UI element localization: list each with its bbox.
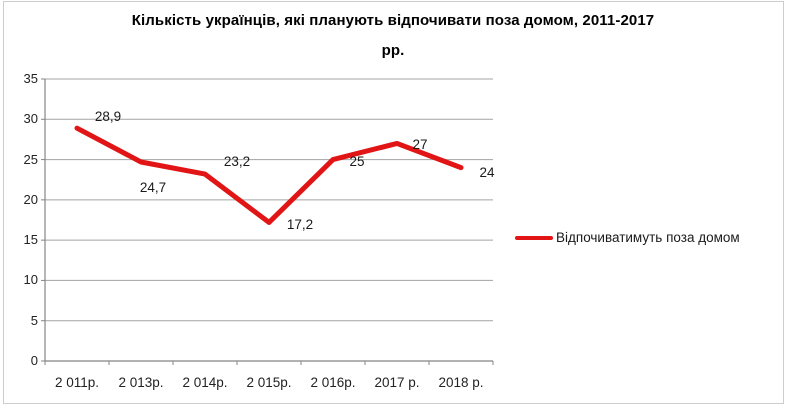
chart-title-line-1: Кількість українців, які планують відпоч… [131,12,655,29]
y-tick-label: 5 [30,312,38,328]
x-tick-label: 2 015р. [246,375,292,390]
data-point-label: 27 [412,137,428,153]
data-point-label: 24,7 [139,179,167,195]
y-tick-label: 15 [23,232,38,248]
legend-line-marker [515,235,553,240]
legend: Відпочиватимуть поза домом [515,229,740,246]
x-tick-label: 2018 р. [438,375,484,390]
y-tick-label: 20 [23,191,38,207]
y-tick-label: 10 [23,272,38,288]
data-point-label: 28,9 [94,109,122,125]
legend-series-label: Відпочиватимуть поза домом [556,230,740,245]
series-line [74,125,464,225]
x-tick-label: 2 011р. [54,375,100,390]
x-tick-label: 2 014р. [182,375,228,390]
y-tick-label: 35 [23,71,38,86]
y-tick-label: 25 [23,151,38,167]
y-tick-label: 0 [30,353,38,368]
x-tick-label: 2017 р. [374,375,420,390]
data-point-label: 24 [479,164,495,180]
chart-title-line-2: рр. [381,42,405,59]
data-point-label: 23,2 [223,154,251,170]
chart-title: Кількість українців, які планують відпоч… [10,6,776,66]
x-tick-label: 2 013р. [118,375,164,390]
x-tick-label: 2 016р. [310,375,356,390]
y-tick-label: 30 [23,111,38,127]
data-point-label: 17,2 [286,217,314,233]
data-point-label: 25 [349,153,365,169]
